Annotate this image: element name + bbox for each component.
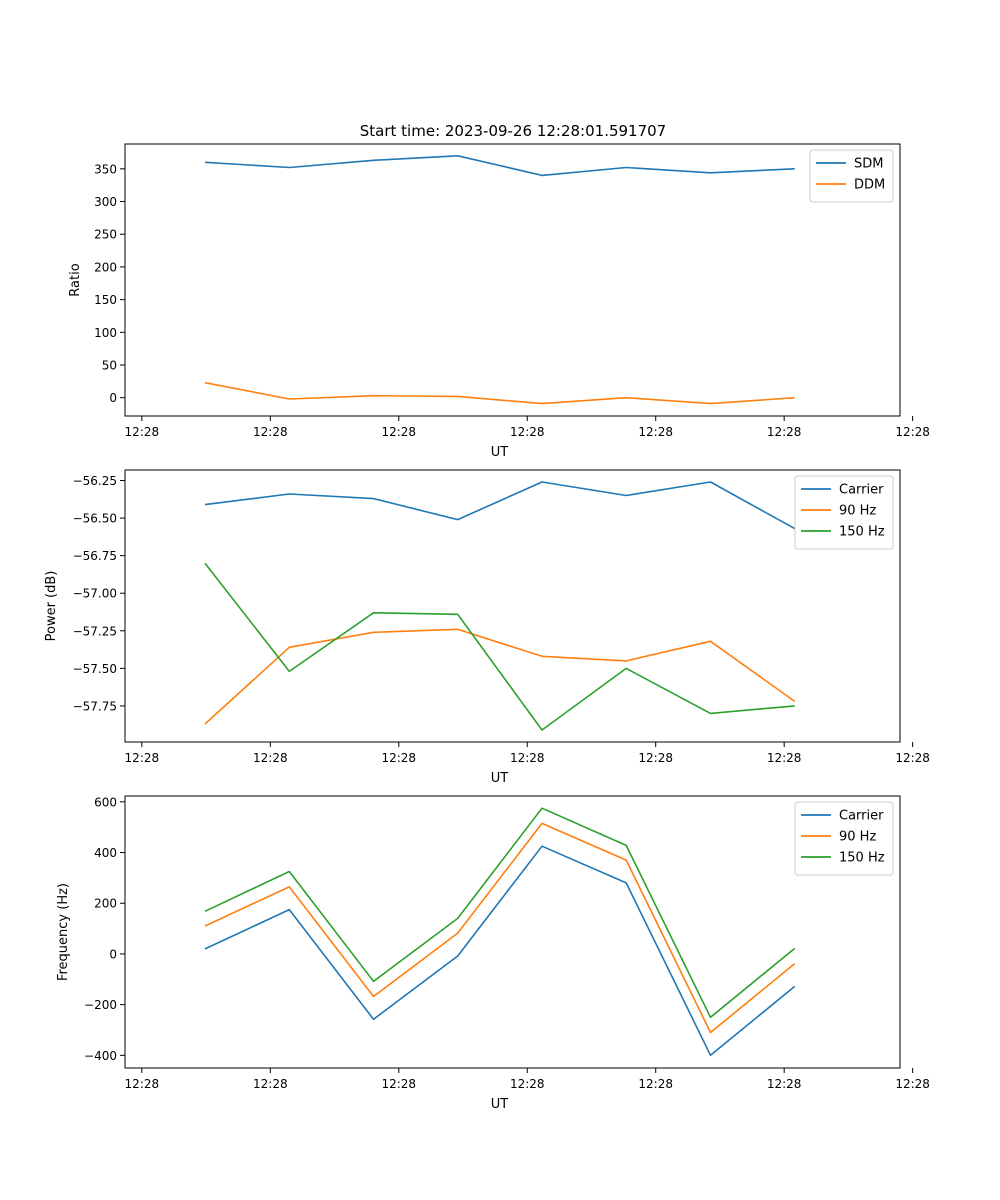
y-tick-label: 0 xyxy=(109,391,117,405)
x-tick-label: 12:28 xyxy=(895,751,930,765)
series-line-sdm xyxy=(204,155,795,177)
y-tick-label: −56.25 xyxy=(73,474,117,488)
legend-label: DDM xyxy=(854,178,885,193)
series-line-90-hz xyxy=(204,628,796,725)
legend: Carrier 90 Hz 150 Hz xyxy=(794,475,894,550)
x-tick-label: 12:28 xyxy=(638,751,673,765)
figure-title: Start time: 2023-09-26 12:28:01.591707 xyxy=(360,122,666,140)
y-tick-label: −200 xyxy=(84,998,117,1012)
y-tick-label: −56.50 xyxy=(73,512,117,526)
legend-label: 150 Hz xyxy=(839,851,885,866)
x-tick-label: 12:28 xyxy=(253,1077,288,1091)
x-tick-label: 12:28 xyxy=(638,1077,673,1091)
legend-label: SDM xyxy=(854,157,883,172)
y-tick-label: 150 xyxy=(94,293,117,307)
panel-ratio: 12:28 12:28 12:28 12:28 12:28 12:28 12:28 0 50 10… xyxy=(68,143,930,460)
y-tick-label: −57.75 xyxy=(73,699,117,713)
x-tick-label: 12:28 xyxy=(510,1077,545,1091)
y-tick-label: −57.00 xyxy=(73,587,117,601)
y-tick-label: −400 xyxy=(84,1049,117,1063)
y-tick-label: −57.50 xyxy=(73,662,117,676)
y-tick-label: 350 xyxy=(94,162,117,176)
x-tick-label: 12:28 xyxy=(381,425,416,439)
legend-label: Carrier xyxy=(839,483,884,498)
axes-frame xyxy=(124,795,901,1069)
x-tick-label: 12:28 xyxy=(510,751,545,765)
y-tick-label: 250 xyxy=(94,228,117,242)
series-line-150-hz xyxy=(204,807,796,1019)
series-line-carrier xyxy=(204,481,796,530)
y-tick-label: 200 xyxy=(94,260,117,274)
x-tick-label: 12:28 xyxy=(381,1077,416,1091)
y-tick-label: 200 xyxy=(94,897,117,911)
x-tick-label: 12:28 xyxy=(125,425,160,439)
x-tick-label: 12:28 xyxy=(253,425,288,439)
axes-frame xyxy=(124,469,901,743)
y-tick-label: 600 xyxy=(94,795,117,809)
series-line-150-hz xyxy=(204,562,795,731)
y-axis-label: Frequency (Hz) xyxy=(56,883,71,981)
x-axis-label: UT xyxy=(491,1097,509,1112)
x-tick-label: 12:28 xyxy=(767,425,802,439)
x-tick-label: 12:28 xyxy=(767,751,802,765)
x-tick-label: 12:28 xyxy=(510,425,545,439)
x-tick-label: 12:28 xyxy=(381,751,416,765)
x-tick-label: 12:28 xyxy=(895,1077,930,1091)
legend-label: 90 Hz xyxy=(839,830,876,845)
x-tick-label: 12:28 xyxy=(125,751,160,765)
x-axis-label: UT xyxy=(491,771,509,786)
panel-frequency: 12:28 12:28 12:28 12:28 12:28 12:28 12:28 −400 −… xyxy=(56,795,930,1112)
y-axis-label: Power (dB) xyxy=(44,571,59,642)
series-line-carrier xyxy=(204,845,796,1057)
y-tick-label: 50 xyxy=(102,359,117,373)
y-tick-label: −57.25 xyxy=(73,624,117,638)
legend-label: 150 Hz xyxy=(839,525,885,540)
legend-label: 90 Hz xyxy=(839,504,876,519)
panel-power: 12:28 12:28 12:28 12:28 12:28 12:28 12:28 −57.7… xyxy=(44,469,930,786)
x-tick-label: 12:28 xyxy=(125,1077,160,1091)
x-tick-label: 12:28 xyxy=(253,751,288,765)
y-tick-label: 300 xyxy=(94,195,117,209)
y-tick-label: 100 xyxy=(94,326,117,340)
y-axis-label: Ratio xyxy=(68,263,83,296)
x-tick-label: 12:28 xyxy=(638,425,673,439)
y-tick-label: 400 xyxy=(94,846,117,860)
legend-label: Carrier xyxy=(839,809,884,824)
legend: SDM DDM xyxy=(809,149,894,203)
y-tick-label: 0 xyxy=(109,947,117,961)
x-tick-label: 12:28 xyxy=(767,1077,802,1091)
y-tick-label: −56.75 xyxy=(73,549,117,563)
x-axis-label: UT xyxy=(491,445,509,460)
legend: Carrier 90 Hz 150 Hz xyxy=(794,801,894,876)
series-line-ddm xyxy=(204,381,795,405)
axes-frame xyxy=(124,143,901,417)
x-tick-label: 12:28 xyxy=(895,425,930,439)
series-line-90-hz xyxy=(204,822,796,1034)
